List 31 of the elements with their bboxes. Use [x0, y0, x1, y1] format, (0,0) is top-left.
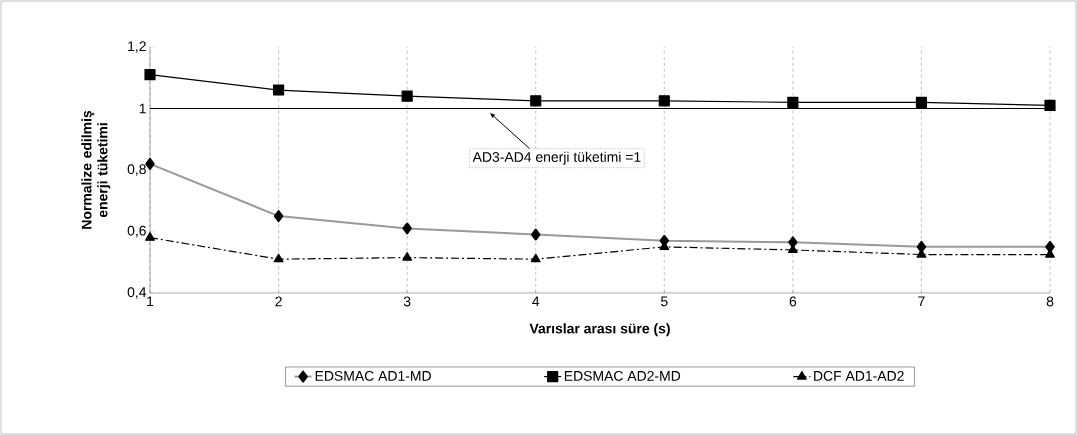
x-tick-label: 1 — [147, 296, 154, 307]
point — [915, 96, 928, 108]
y-axis-title: Normalize edilmiş enerji tüketimi — [81, 110, 111, 229]
y-tick-label: 1,2 — [128, 41, 146, 53]
point — [144, 69, 156, 81]
x-tick-label: 8 — [1046, 296, 1054, 307]
point — [402, 252, 413, 261]
point — [530, 253, 541, 263]
x-tick-label: 5 — [660, 296, 668, 307]
y-tick-label: 0,6 — [127, 225, 146, 238]
legend-label: DCF AD1-AD2 — [814, 370, 904, 381]
point — [658, 95, 670, 107]
x-tick-label: 4 — [532, 296, 540, 307]
point — [145, 232, 155, 241]
point — [401, 90, 413, 102]
x-tick-label: 2 — [275, 296, 282, 307]
x-tick-label: 3 — [403, 296, 411, 307]
x-tick-label: 6 — [789, 296, 797, 307]
x-axis-title: Varıslar arası süre (s) — [529, 323, 670, 337]
point — [273, 253, 284, 263]
legend-label: EDSMAC AD1-MD — [315, 370, 431, 381]
point — [273, 84, 285, 96]
annotation: AD3-AD4 enerji tüketimi =1 — [472, 151, 641, 165]
y-tick-label: 1 — [139, 103, 146, 114]
y-tick-label: 0,4 — [127, 287, 147, 299]
point — [530, 95, 542, 107]
point — [787, 96, 799, 108]
legend-label: EDSMAC AD2-MD — [564, 370, 681, 381]
point — [1044, 99, 1056, 111]
x-tick-label: 7 — [918, 296, 925, 307]
y-tick-label: 0,8 — [127, 164, 146, 176]
